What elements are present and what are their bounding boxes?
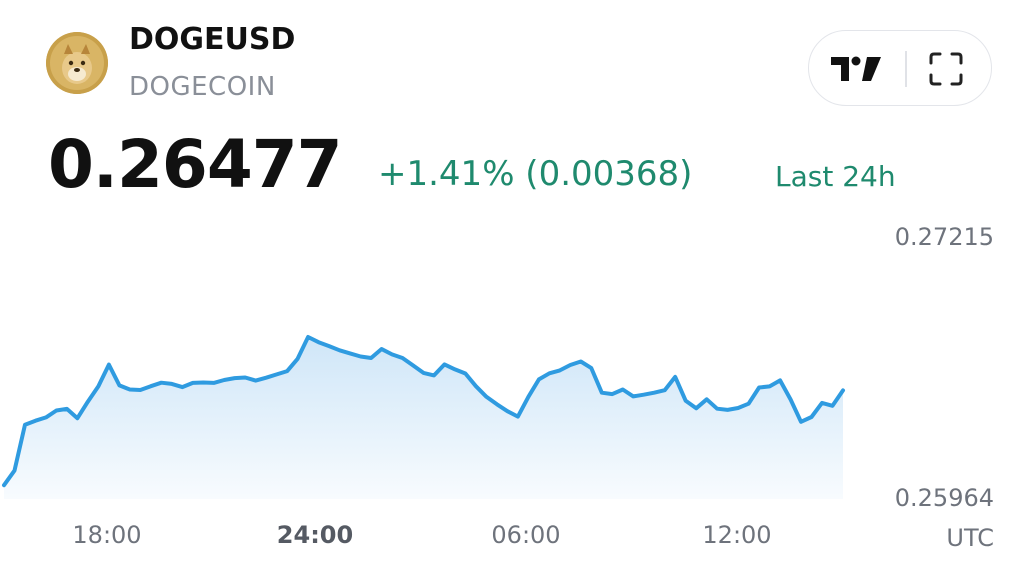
- x-tick-1200: 12:00: [702, 521, 771, 549]
- ticker-symbol: DOGEUSD: [129, 22, 296, 57]
- x-tick-0600: 06:00: [491, 521, 560, 549]
- current-price: 0.26477: [48, 126, 343, 203]
- doge-coin-icon: [46, 32, 108, 94]
- x-axis-timezone: UTC: [946, 524, 994, 552]
- price-area-fill: [4, 337, 843, 499]
- asset-name: DOGECOIN: [129, 72, 276, 102]
- change-period: Last 24h: [775, 160, 896, 193]
- chart-tools: [808, 30, 992, 106]
- y-tick-max: 0.27215: [895, 223, 994, 251]
- price-line: [2, 335, 845, 488]
- x-tick-1800: 18:00: [72, 521, 141, 549]
- y-tick-min: 0.25964: [895, 484, 994, 512]
- tradingview-logo-icon[interactable]: [829, 53, 883, 87]
- x-tick-2400: 24:00: [277, 521, 353, 549]
- fullscreen-icon[interactable]: [929, 52, 963, 90]
- price-change: +1.41% (0.00368): [378, 154, 693, 194]
- tools-divider: [905, 51, 907, 87]
